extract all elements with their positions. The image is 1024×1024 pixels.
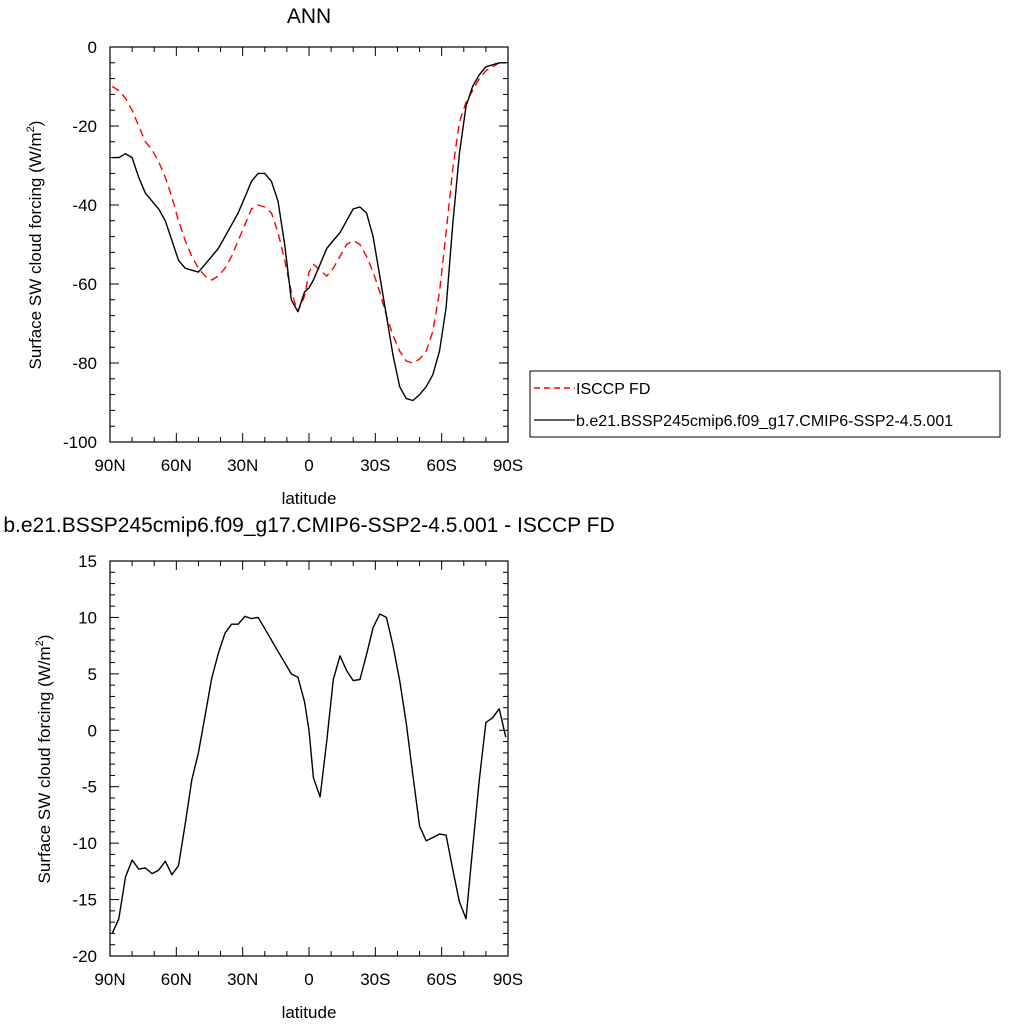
bottom-y-tick-label: -15 [72, 891, 97, 910]
bottom-y-tick-label: 5 [88, 665, 97, 684]
bottom-x-tick-label: 90N [94, 970, 125, 989]
top-y-tick-label: -100 [63, 433, 97, 452]
top-x-tick-label: 30N [227, 456, 258, 475]
bottom-x-tick-label: 30S [360, 970, 390, 989]
bottom-x-tick-label: 30N [227, 970, 258, 989]
bottom-x-axis-label: latitude [282, 1003, 337, 1022]
legend: ISCCP FD b.e21.BSSP245cmip6.f09_g17.CMIP… [529, 370, 1001, 438]
bottom-panel: b.e21.BSSP245cmip6.f09_g17.CMIP6-SSP2-4.… [3, 514, 614, 1022]
bottom-y-tick-label: 15 [78, 552, 97, 571]
top-series-line-0 [111, 62, 506, 364]
top-y-axis-label: Surface SW cloud forcing (W/m2) [25, 121, 45, 370]
bottom-series-group [111, 613, 507, 934]
legend-label-model: b.e21.BSSP245cmip6.f09_g17.CMIP6-SSP2-4.… [576, 413, 953, 430]
bottom-plot-title: b.e21.BSSP245cmip6.f09_g17.CMIP6-SSP2-4.… [3, 514, 614, 537]
legend-label-isccp: ISCCP FD [576, 381, 650, 398]
bottom-y-tick-label: -10 [72, 834, 97, 853]
bottom-x-tick-label: 60S [427, 970, 457, 989]
top-x-tick-label: 90S [493, 456, 523, 475]
bottom-x-tick-label: 0 [304, 970, 313, 989]
bottom-plot-frame [109, 560, 509, 957]
top-y-tick-label: -20 [72, 117, 97, 136]
top-x-tick-label: 90N [94, 456, 125, 475]
top-x-tick-label: 60N [161, 456, 192, 475]
top-y-tick-label: -40 [72, 196, 97, 215]
top-panel: ANN 90N 60N 30N 0 30S 60S 90S 0 -20 -40 -60 -80 -100… [25, 5, 1001, 508]
top-y-tick-label: -80 [72, 354, 97, 373]
top-plot-title: ANN [287, 5, 331, 28]
bottom-y-tick-label: 0 [88, 721, 97, 740]
top-plot-frame [109, 46, 509, 443]
bottom-y-tick-label: 10 [78, 608, 97, 627]
bottom-tick-group: 90N 60N 30N 0 30S 60S 90S 15 10 5 0 -5 -10 -15 -20 [72, 552, 523, 989]
bottom-x-tick-label: 60N [161, 970, 192, 989]
top-x-tick-label: 60S [427, 456, 457, 475]
top-series-group [111, 62, 506, 402]
bottom-series-line-0 [111, 613, 507, 934]
top-y-tick-label: -60 [72, 275, 97, 294]
top-x-axis-label: latitude [282, 489, 337, 508]
bottom-y-tick-label: -20 [72, 947, 97, 966]
bottom-y-tick-label: -5 [82, 778, 97, 797]
bottom-y-axis-label: Surface SW cloud forcing (W/m2) [34, 635, 54, 884]
top-x-tick-label: 30S [360, 456, 390, 475]
bottom-x-tick-label: 90S [493, 970, 523, 989]
top-tick-group: 90N 60N 30N 0 30S 60S 90S 0 -20 -40 -60 -80 -100 [63, 38, 523, 475]
top-x-tick-label: 0 [304, 456, 313, 475]
legend-box [529, 370, 1001, 438]
top-y-tick-label: 0 [88, 38, 97, 57]
top-series-line-1 [112, 62, 506, 402]
